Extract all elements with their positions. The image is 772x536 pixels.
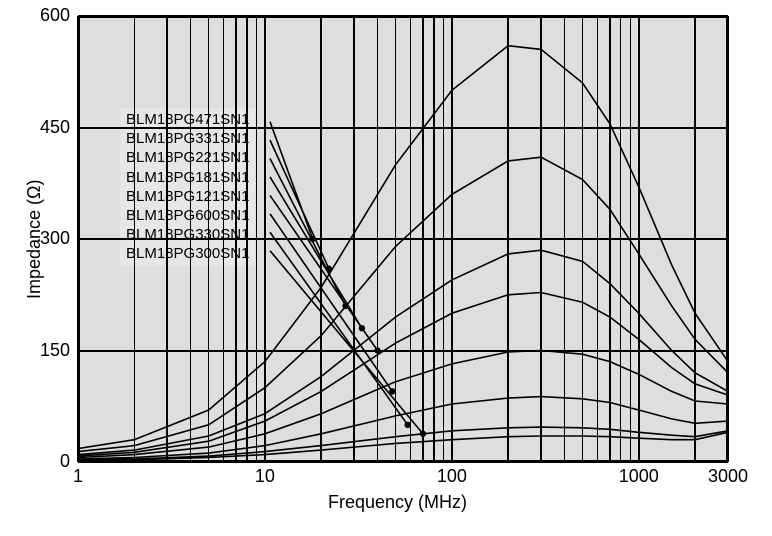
grid-x: [190, 16, 192, 462]
xtick-label: 100: [422, 466, 482, 487]
grid-x: [256, 16, 258, 462]
grid-x: [451, 16, 453, 462]
grid-x: [395, 16, 397, 462]
grid-x: [208, 16, 210, 462]
xtick-label: 1: [48, 466, 108, 487]
grid-x: [433, 16, 435, 462]
grid-x: [597, 16, 599, 462]
leader-line: [270, 122, 313, 239]
ytick-label: 600: [28, 5, 70, 26]
grid-x: [638, 16, 640, 462]
grid-x: [264, 16, 266, 462]
grid-x: [235, 16, 237, 462]
grid-x: [320, 16, 322, 462]
grid-x: [694, 16, 696, 462]
chart-container: Impedance (Ω) Frequency (MHz) BLM18PG471…: [0, 0, 772, 536]
grid-x: [582, 16, 584, 462]
grid-x: [609, 16, 611, 462]
grid-x: [134, 16, 136, 462]
grid-x: [77, 16, 79, 462]
grid-x: [727, 16, 729, 462]
grid-x: [422, 16, 424, 462]
grid-x: [223, 16, 225, 462]
ytick-label: 300: [28, 228, 70, 249]
grid-x: [443, 16, 445, 462]
grid-x: [564, 16, 566, 462]
grid-x: [353, 16, 355, 462]
grid-x: [620, 16, 622, 462]
xtick-label: 3000: [698, 466, 758, 487]
grid-x: [410, 16, 412, 462]
grid-x: [246, 16, 248, 462]
grid-x: [630, 16, 632, 462]
grid-x: [377, 16, 379, 462]
ytick-label: 450: [28, 117, 70, 138]
grid-x: [540, 16, 542, 462]
grid-x: [166, 16, 168, 462]
leader-line: [270, 195, 377, 350]
leader-line: [270, 214, 392, 392]
grid-x: [507, 16, 509, 462]
plot-svg: [0, 0, 772, 536]
xtick-label: 1000: [609, 466, 669, 487]
xtick-label: 10: [235, 466, 295, 487]
ytick-label: 150: [28, 340, 70, 361]
